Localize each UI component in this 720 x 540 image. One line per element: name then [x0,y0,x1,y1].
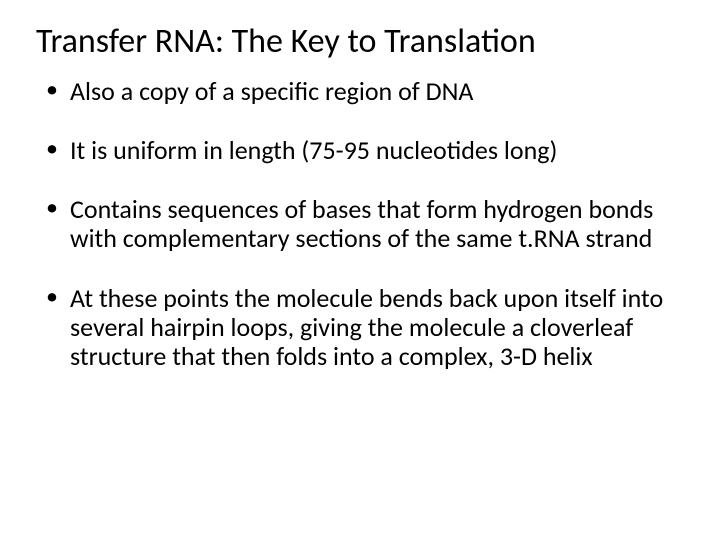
list-item: It is uniform in length (75-95 nucleotid… [42,136,680,165]
list-item: Contains sequences of bases that form hy… [42,195,680,253]
slide-title: Transfer RNA: The Key to Translation [36,22,686,61]
slide: Transfer RNA: The Key to Translation Als… [0,0,720,540]
bullet-list: Also a copy of a specific region of DNA … [34,77,686,371]
list-item: Also a copy of a specific region of DNA [42,77,680,106]
list-item: At these points the molecule bends back … [42,284,680,371]
